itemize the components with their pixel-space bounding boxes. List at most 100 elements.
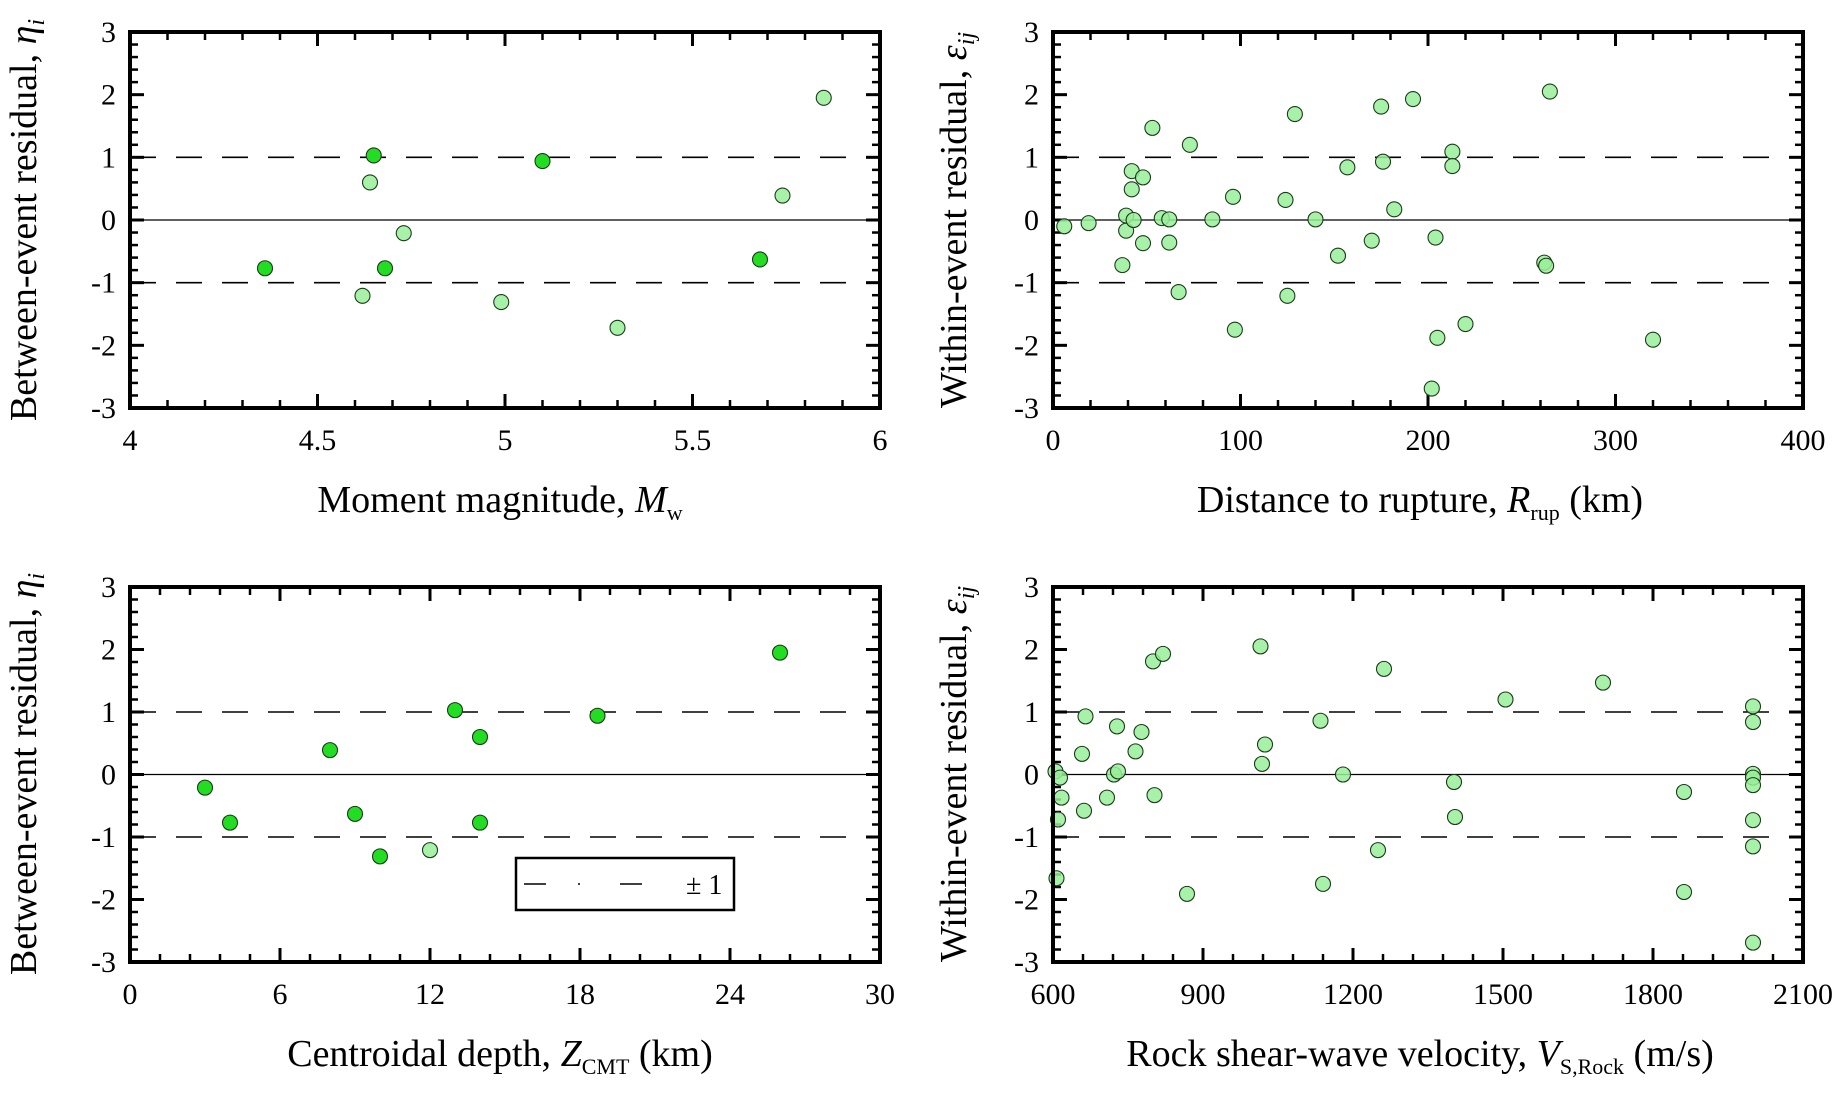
data-point xyxy=(1134,169,1152,186)
legend-label: ± 1 xyxy=(686,870,722,901)
data-point xyxy=(1277,191,1294,208)
x-tick-label: 1500 xyxy=(1473,978,1533,1011)
data-point xyxy=(1404,91,1422,108)
plot-frame xyxy=(1051,30,1805,410)
y-tick-label: 1 xyxy=(101,141,116,174)
data-point xyxy=(1744,777,1762,794)
data-point xyxy=(1178,885,1196,902)
data-point xyxy=(1312,712,1329,729)
data-point xyxy=(471,814,489,831)
data-point xyxy=(371,848,389,865)
data-point xyxy=(1146,787,1163,804)
x-tick-label: 300 xyxy=(1593,424,1638,457)
data-point xyxy=(1329,247,1347,264)
data-point xyxy=(1224,188,1242,205)
data-point xyxy=(1339,159,1356,176)
data-point xyxy=(354,287,371,304)
data-point xyxy=(1114,257,1131,274)
data-point xyxy=(395,225,412,242)
data-point xyxy=(771,644,789,661)
y-tick-label: 0 xyxy=(1024,759,1039,792)
data-point xyxy=(1644,331,1662,348)
x-tick-label: 12 xyxy=(415,978,445,1011)
data-point xyxy=(1080,215,1097,232)
data-point xyxy=(1286,106,1303,123)
data-point xyxy=(1109,763,1127,780)
data-point xyxy=(1675,883,1693,901)
y-tick-label: 0 xyxy=(101,759,116,792)
data-point xyxy=(1444,158,1461,175)
data-point xyxy=(1423,380,1440,397)
x-tick-label: 0 xyxy=(1046,424,1061,457)
y-tick-label: -3 xyxy=(1014,392,1039,425)
data-point xyxy=(1744,934,1762,951)
data-point xyxy=(1538,257,1555,274)
y-axis-label: Between-event residual, ηi xyxy=(3,573,50,975)
data-point xyxy=(589,707,606,724)
y-tick-label: -2 xyxy=(1014,329,1039,362)
data-point xyxy=(1204,211,1221,228)
y-tick-label: 2 xyxy=(1024,634,1039,667)
x-tick-label: 4 xyxy=(123,424,138,457)
legend: ± 1 xyxy=(514,856,736,912)
data-point xyxy=(1073,745,1091,762)
data-point xyxy=(1123,181,1140,198)
data-point xyxy=(1056,218,1073,235)
data-point xyxy=(1374,153,1392,170)
data-point xyxy=(1541,83,1558,100)
data-point xyxy=(1181,136,1198,153)
data-point xyxy=(1279,287,1296,304)
plot-frame xyxy=(128,585,882,964)
data-point xyxy=(1125,211,1142,229)
y-axis-label: Between-event residual, ηi xyxy=(3,19,50,421)
x-tick-label: 1800 xyxy=(1623,978,1683,1011)
data-point xyxy=(1154,645,1172,662)
data-point xyxy=(1427,229,1444,246)
y-tick-label: 0 xyxy=(1024,204,1039,237)
data-point xyxy=(1252,638,1269,655)
y-tick-label: 3 xyxy=(101,571,116,604)
data-point xyxy=(1127,743,1144,760)
data-point xyxy=(609,319,626,336)
x-tick-label: 200 xyxy=(1406,424,1451,457)
data-point xyxy=(196,779,214,796)
y-tick-label: -1 xyxy=(91,821,116,854)
x-axis-label: Rock shear-wave velocity, VS,Rock (m/s) xyxy=(1126,1033,1714,1079)
data-point xyxy=(1144,119,1161,136)
data-point xyxy=(1170,284,1187,301)
data-point xyxy=(493,294,510,311)
x-tick-label: 1200 xyxy=(1323,978,1383,1011)
x-tick-label: 100 xyxy=(1218,424,1263,457)
x-tick-label: 6 xyxy=(873,424,888,457)
data-point xyxy=(446,702,464,719)
data-point xyxy=(321,742,339,759)
y-tick-label: 1 xyxy=(1024,141,1039,174)
data-point xyxy=(1075,802,1093,819)
y-tick-label: 3 xyxy=(1024,16,1039,49)
data-point xyxy=(1108,718,1126,735)
x-axis-label: Moment magnitude, Mw xyxy=(317,479,682,525)
data-point xyxy=(751,251,769,268)
y-tick-label: 3 xyxy=(1024,571,1039,604)
data-point xyxy=(1429,329,1446,346)
x-tick-label: 5 xyxy=(498,424,513,457)
data-point xyxy=(256,260,274,277)
x-tick-label: 4.5 xyxy=(299,424,337,457)
data-point xyxy=(1098,789,1116,806)
y-axis-label: Within-event residual, εij xyxy=(933,586,980,962)
y-tick-label: -1 xyxy=(91,267,116,300)
chart-panel-2: 0 100 200 300 400 -3 -2 -1 0 1 2 3 Distance to ruptu… xyxy=(933,16,1826,525)
data-point xyxy=(365,147,382,164)
y-tick-label: -1 xyxy=(1014,821,1039,854)
data-point xyxy=(1594,674,1612,691)
data-point xyxy=(1363,232,1380,249)
y-tick-label: 2 xyxy=(1024,79,1039,112)
x-tick-label: 24 xyxy=(715,978,745,1011)
chart-panel-1: 4 4.5 5 5.5 6 -3 -2 -1 0 1 2 3 Moment magnitude, Mw B… xyxy=(3,16,888,525)
x-tick-label: 30 xyxy=(865,978,895,1011)
x-tick-label: 18 xyxy=(565,978,595,1011)
x-axis-label: Distance to rupture, Rrup (km) xyxy=(1197,479,1643,525)
data-point xyxy=(1373,98,1390,115)
